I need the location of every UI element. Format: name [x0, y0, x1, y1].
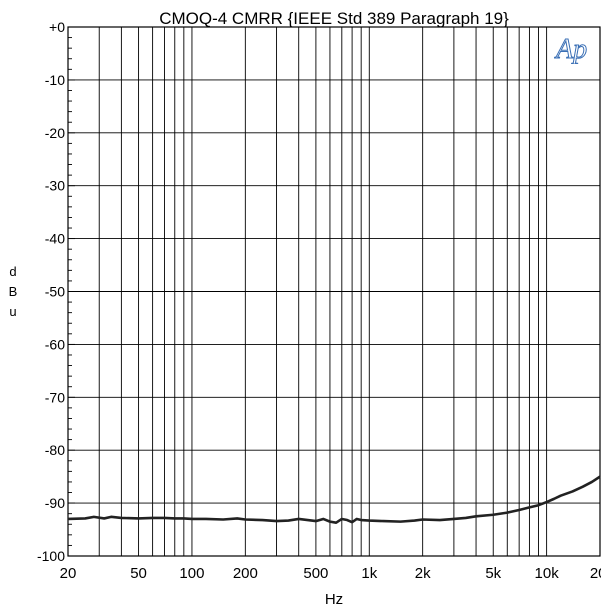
- x-axis-label: Hz: [324, 591, 344, 608]
- x-tick-label: 50: [130, 565, 147, 582]
- y-tick-label: -30: [45, 178, 65, 194]
- ap-logo-text: Ap: [554, 34, 587, 64]
- x-tick-label: 1k: [361, 565, 377, 582]
- grid: [68, 27, 600, 556]
- y-tick-label: -100: [37, 548, 65, 564]
- x-tick-label: 2k: [415, 565, 431, 582]
- x-tick-label: 10k: [535, 565, 560, 582]
- series-layer: [67, 475, 601, 524]
- y-tick-label: -50: [45, 284, 65, 300]
- y-tick-label: -20: [45, 125, 65, 141]
- y-axis-label: d B u: [8, 264, 18, 319]
- chart-title: CMOQ-4 CMRR {IEEE Std 389 Paragraph 19}: [159, 9, 509, 28]
- y-tick-label: +0: [49, 19, 65, 35]
- x-tick-label: 200: [233, 565, 258, 582]
- x-tick-label: 20: [60, 565, 77, 582]
- y-tick-label: -90: [45, 495, 65, 511]
- x-tick-label: 5k: [485, 565, 501, 582]
- x-tick-label: 500: [303, 565, 328, 582]
- y-tick-label: -70: [45, 389, 65, 405]
- y-axis: +0 -10 -20 -30 -40 -50 -60 -70 -80 -90 -100: [37, 19, 75, 564]
- ap-logo: Ap: [554, 34, 588, 65]
- y-tick-label: -10: [45, 72, 65, 88]
- x-tick-label: 20k: [590, 565, 601, 582]
- series-line: [67, 475, 601, 524]
- x-axis: 20 50 100 200 500 1k 2k 5k 10k 20k: [60, 565, 601, 582]
- y-tick-label: -40: [45, 231, 65, 247]
- x-tick-label: 100: [179, 565, 204, 582]
- y-tick-label: -80: [45, 442, 65, 458]
- y-tick-label: -60: [45, 336, 65, 352]
